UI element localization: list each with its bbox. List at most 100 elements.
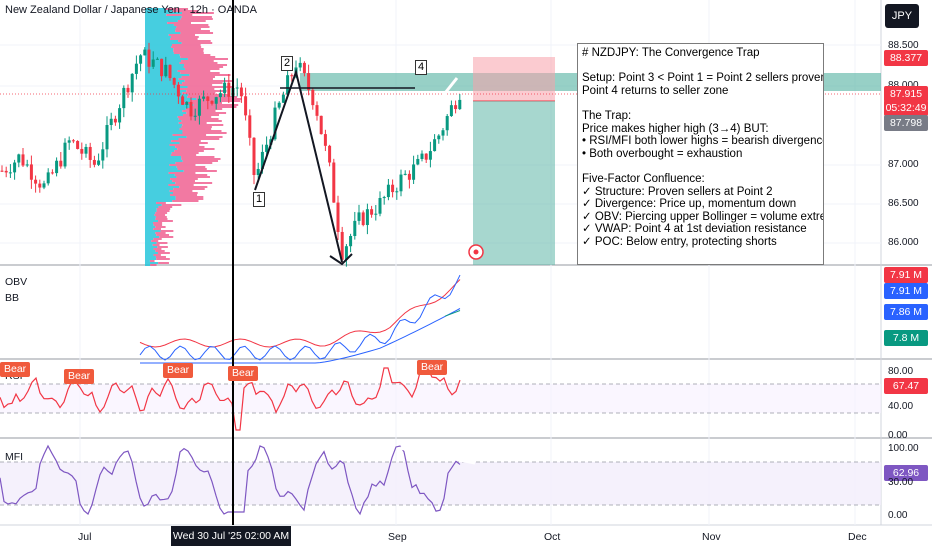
volume-profile-bar-up <box>145 140 172 142</box>
volume-profile-bar-down <box>161 204 182 206</box>
volume-profile-bar-down <box>151 240 159 242</box>
note-line: Point 4 returns to seller zone <box>582 84 729 97</box>
analysis-note[interactable]: # NZDJPY: The Convergence Trap Setup: Po… <box>577 43 824 265</box>
volume-profile-bar-up <box>145 218 156 220</box>
candle-body <box>382 197 386 199</box>
candle-body <box>412 164 416 180</box>
mfi-divergence-line <box>399 446 476 465</box>
volume-profile-bar-up <box>145 222 153 224</box>
candle-body <box>407 173 411 180</box>
volume-profile-bar-up <box>145 96 188 98</box>
volume-profile-bar-up <box>145 54 180 56</box>
bear-divergence-label: Bear <box>417 360 448 375</box>
candle-body <box>113 118 117 123</box>
volume-profile-bar-down <box>178 118 219 120</box>
volume-profile-bar-up <box>145 86 188 88</box>
candle-body <box>416 158 420 165</box>
volume-profile-bar-up <box>145 224 154 226</box>
candle-body <box>97 160 101 165</box>
volume-profile-bar-down <box>177 20 206 22</box>
candle-body <box>25 164 29 166</box>
candle-body <box>336 202 340 232</box>
candle-body <box>92 159 96 165</box>
volume-profile-bar-down <box>176 26 210 28</box>
volume-profile-bar-up <box>145 238 154 240</box>
mfi-pane-label: MFI <box>5 451 24 463</box>
volume-profile-bar-down <box>184 68 220 70</box>
volume-profile-bar-up <box>145 108 186 110</box>
volume-profile-bar-up <box>145 88 180 90</box>
volume-profile-bar-up <box>145 202 157 204</box>
candle-body <box>399 174 403 192</box>
volume-profile-bar-down <box>175 28 201 30</box>
candle-body <box>454 105 458 110</box>
volume-profile-bar-down <box>155 216 167 218</box>
volume-profile-bar-down <box>178 78 213 80</box>
candle-body <box>214 97 218 104</box>
currency-button[interactable]: JPY <box>885 4 919 28</box>
volume-profile-bar-down <box>182 82 223 84</box>
volume-profile-bar-up <box>145 174 175 176</box>
candle-body <box>105 125 109 150</box>
candle-body <box>143 49 147 56</box>
volume-profile-bar-up <box>145 164 170 166</box>
volume-profile-bar-down <box>155 218 168 220</box>
volume-profile-bar-up <box>145 22 168 24</box>
volume-profile-bar-up <box>145 184 169 186</box>
volume-profile-bar-up <box>145 150 175 152</box>
volume-profile-bar-up <box>145 156 182 158</box>
candle-body <box>189 101 193 117</box>
volume-profile-bar-up <box>145 84 179 86</box>
candle-body <box>71 140 75 142</box>
volume-profile-bar-up <box>145 132 183 134</box>
volume-profile-bar-down <box>173 188 205 190</box>
volume-profile-bar-up <box>145 90 187 92</box>
candle-body <box>252 137 256 176</box>
volume-profile-bar-down <box>181 158 221 160</box>
bb-upper-band <box>139 279 461 348</box>
volume-profile-bar-down <box>156 258 170 260</box>
candle-body <box>420 153 424 159</box>
volume-profile-bar-down <box>160 230 174 232</box>
volume-profile-bar-up <box>145 106 190 108</box>
volume-profile-bar-down <box>176 166 206 168</box>
volume-profile-bar-up <box>145 12 183 14</box>
volume-profile-bar-up <box>145 24 174 26</box>
volume-profile-bar-down <box>179 54 211 56</box>
volume-profile-bar-down <box>155 256 166 258</box>
candle-body <box>202 96 206 99</box>
volume-profile-bar-down <box>175 196 204 198</box>
candle-body <box>63 142 67 167</box>
entry-price-tag: 87.798 <box>884 115 928 131</box>
candle-body <box>277 102 281 108</box>
candle-body <box>391 184 395 193</box>
candle-body <box>185 101 189 105</box>
time-label: Jul <box>78 531 92 543</box>
candle-body <box>21 154 25 166</box>
volume-profile-bar-down <box>186 112 227 114</box>
candle-body <box>433 139 437 152</box>
volume-profile-bar-down <box>186 90 227 92</box>
candle-body <box>118 108 122 123</box>
candle-body <box>428 151 432 160</box>
volume-profile-bar-down <box>156 242 168 244</box>
candle-body <box>235 87 239 89</box>
volume-profile <box>145 8 242 266</box>
volume-profile-bar-up <box>145 48 174 50</box>
volume-profile-bar-down <box>173 48 204 50</box>
candle-body <box>307 73 311 90</box>
volume-profile-bar-up <box>145 92 183 94</box>
volume-profile-bar-up <box>145 198 176 200</box>
volume-profile-bar-up <box>145 200 173 202</box>
bear-divergence-label: Bear <box>64 369 95 384</box>
volume-profile-bar-down <box>175 198 204 200</box>
volume-profile-bar-down <box>157 252 170 254</box>
note-line: ✓ POC: Below entry, protecting shorts <box>582 235 777 248</box>
volume-profile-bar-down <box>155 212 168 214</box>
volume-profile-bar-down <box>174 150 204 152</box>
note-line: • Both overbought = exhaustion <box>582 147 743 160</box>
volume-profile-bar-up <box>145 94 188 96</box>
volume-profile-bar-up <box>145 102 183 104</box>
